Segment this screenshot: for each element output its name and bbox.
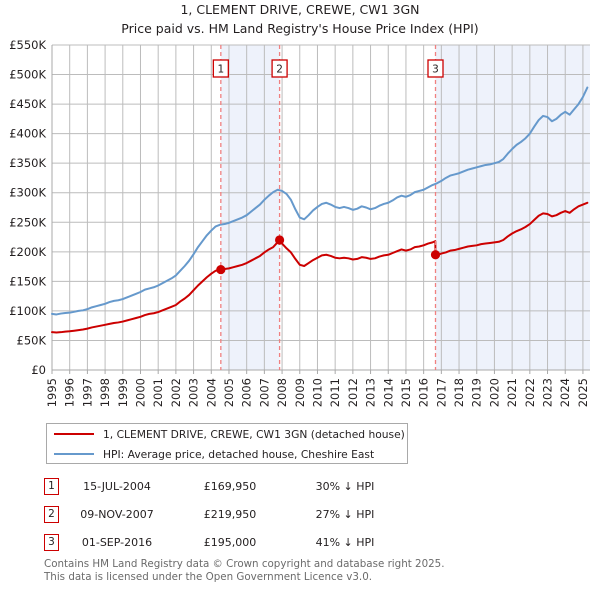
row-date: 15-JUL-2004 <box>83 479 151 493</box>
title-block: 1, CLEMENT DRIVE, CREWE, CW1 3GN Price p… <box>0 0 600 38</box>
x-axis-label: 2017 <box>434 378 448 407</box>
x-axis-label: 1995 <box>45 378 59 407</box>
x-axis-label: 2006 <box>240 378 254 407</box>
y-axis-label: £350K <box>9 156 46 170</box>
y-axis-label: £200K <box>9 245 46 259</box>
shaded-band-2 <box>435 45 590 370</box>
legend-item-price-paid: 1, CLEMENT DRIVE, CREWE, CW1 3GN (detach… <box>47 424 407 444</box>
page-subtitle: Price paid vs. HM Land Registry's House … <box>121 21 479 36</box>
y-axis-label: £500K <box>9 68 46 82</box>
footer-attribution: Contains HM Land Registry data © Crown c… <box>44 558 564 583</box>
shaded-band-1 <box>220 45 280 370</box>
y-axis-label: £450K <box>9 97 46 111</box>
x-axis-label: 2005 <box>222 378 236 407</box>
y-axis-label: £100K <box>9 304 46 318</box>
y-axis-label: £0 <box>31 363 46 377</box>
x-axis-label: 2018 <box>452 378 466 407</box>
row-hpi-delta: 27% ↓ HPI <box>315 507 375 521</box>
transactions-table: 1 15-JUL-2004 £169,950 30% ↓ HPI 2 09-NO… <box>44 472 464 556</box>
x-axis-label: 2025 <box>576 378 590 407</box>
row-marker-badge: 3 <box>44 533 59 551</box>
x-axis-label: 2020 <box>487 378 501 407</box>
legend-swatch-hpi <box>54 453 94 455</box>
footer-line-2: This data is licensed under the Open Gov… <box>44 570 373 583</box>
y-axis-label: £300K <box>9 186 46 200</box>
x-axis-label: 1999 <box>116 378 130 407</box>
x-axis-label: 2021 <box>505 378 519 407</box>
x-axis-label: 2000 <box>133 378 147 407</box>
x-axis-label: 1996 <box>63 378 77 407</box>
y-axis-label: £50K <box>17 333 47 347</box>
chart-legend: 1, CLEMENT DRIVE, CREWE, CW1 3GN (detach… <box>46 423 408 464</box>
marker-badge-label-1: 1 <box>217 64 224 76</box>
y-axis-label: £150K <box>9 274 46 288</box>
x-axis-label: 2011 <box>328 378 342 407</box>
page-title: 1, CLEMENT DRIVE, CREWE, CW1 3GN <box>180 2 420 17</box>
x-axis-label: 2023 <box>541 378 555 407</box>
x-axis-label: 2016 <box>417 378 431 407</box>
table-row: 1 15-JUL-2004 £169,950 30% ↓ HPI <box>44 472 464 500</box>
x-axis-label: 2012 <box>346 378 360 407</box>
x-axis-label: 2010 <box>310 378 324 407</box>
y-axis-label: £550K <box>9 38 46 52</box>
plot-area: £0 £50K £100K £150K £200K £250K £300K £350K £400… <box>9 38 590 407</box>
table-row: 2 09-NOV-2007 £219,950 27% ↓ HPI <box>44 500 464 528</box>
row-hpi-delta: 30% ↓ HPI <box>315 479 375 493</box>
table-row: 3 01-SEP-2016 £195,000 41% ↓ HPI <box>44 528 464 556</box>
marker-badge-1 <box>212 59 229 78</box>
x-axis-label: 2001 <box>151 378 165 407</box>
x-axis-label: 2024 <box>558 378 572 407</box>
legend-item-hpi: HPI: Average price, detached house, Ches… <box>47 444 407 464</box>
marker-badge-label-2: 2 <box>276 64 283 76</box>
x-axis-label: 1997 <box>80 378 94 407</box>
x-axis-label: 2003 <box>187 378 201 407</box>
legend-swatch-price-paid <box>54 433 94 435</box>
series-line <box>51 201 589 334</box>
footer-line-1: Contains HM Land Registry data © Crown c… <box>44 558 445 570</box>
row-marker-badge: 2 <box>44 505 59 523</box>
row-date: 09-NOV-2007 <box>80 507 154 521</box>
row-price: £169,950 <box>203 479 257 493</box>
x-axis-label: 2014 <box>381 378 395 407</box>
marker-dot-2 <box>274 235 285 245</box>
x-axis-label: 2007 <box>257 378 271 407</box>
row-price: £219,950 <box>203 507 257 521</box>
legend-label-hpi: HPI: Average price, detached house, Ches… <box>103 447 375 461</box>
marker-badge-2 <box>271 59 288 78</box>
row-price: £195,000 <box>203 535 257 549</box>
legend-label-price-paid: 1, CLEMENT DRIVE, CREWE, CW1 3GN (detach… <box>103 427 405 441</box>
x-axis-label: 2019 <box>470 378 484 407</box>
row-hpi-delta: 41% ↓ HPI <box>315 535 375 549</box>
x-axis-label: 1998 <box>98 378 112 407</box>
x-axis-label: 2008 <box>275 378 289 407</box>
y-axis-label: £400K <box>9 127 46 141</box>
x-axis-label: 2022 <box>523 378 537 407</box>
marker-badge-label-3: 3 <box>432 64 439 76</box>
row-marker-badge: 1 <box>44 477 59 495</box>
x-axis-label: 2015 <box>399 378 413 407</box>
y-axis-label: £250K <box>9 215 46 229</box>
row-date: 01-SEP-2016 <box>81 535 153 549</box>
x-axis-label: 2004 <box>204 378 218 407</box>
marker-dot-1 <box>216 264 226 275</box>
series-line <box>51 86 589 316</box>
x-axis-label: 2009 <box>293 378 307 407</box>
x-axis-label: 2013 <box>364 378 378 407</box>
marker-dot-3 <box>430 250 441 260</box>
x-axis-label: 2002 <box>169 378 183 407</box>
marker-badge-3 <box>427 59 444 78</box>
